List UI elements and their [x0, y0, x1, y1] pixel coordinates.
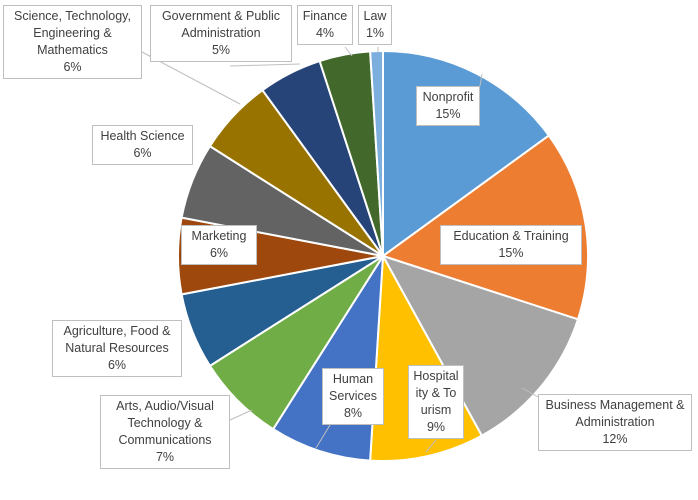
leader-line-arts [229, 409, 253, 421]
data-label-business: Business Management & Administration 12% [538, 394, 692, 451]
pie-slice-business-management-administration [380, 254, 580, 438]
label-value: 6% [107, 358, 127, 372]
label-value: 4% [315, 26, 335, 40]
label-value: 15% [435, 107, 461, 121]
label-value: 7% [155, 450, 175, 464]
data-label-education: Education & Training 15% [440, 225, 582, 265]
label-value: 6% [63, 60, 82, 74]
label-category: Agriculture, Food & Natural Resources [63, 324, 171, 355]
label-category: Science, Technology, Engineering & Mathe… [14, 9, 131, 57]
data-label-hospitality: Hospitality & Tourism 9% [408, 365, 464, 439]
label-category: Arts, Audio/Visual Technology & Communic… [116, 399, 214, 447]
leader-line-business [521, 387, 541, 399]
label-value: 12% [602, 432, 628, 446]
label-value: 15% [498, 246, 524, 260]
data-label-agriculture: Agriculture, Food & Natural Resources 6% [52, 320, 182, 377]
data-label-finance: Finance 4% [297, 5, 353, 45]
data-label-government: Government & Public Administration 5% [150, 5, 292, 62]
label-category: Hospitality & Tourism [413, 369, 459, 417]
data-label-arts: Arts, Audio/Visual Technology & Communic… [100, 395, 230, 469]
data-label-health-science: Health Science 6% [92, 125, 193, 165]
data-label-nonprofit: Nonprofit 15% [416, 86, 480, 126]
label-category: Finance [302, 9, 348, 23]
label-value: 8% [343, 406, 363, 420]
label-value: 6% [133, 146, 152, 160]
label-value: 1% [365, 26, 385, 40]
label-category: Law [363, 9, 387, 23]
pie-slice-law [369, 49, 384, 257]
data-label-stem: Science, Technology, Engineering & Mathe… [3, 5, 142, 79]
data-label-law: Law 1% [358, 5, 392, 45]
label-value: 9% [426, 420, 446, 434]
leader-line-human-services [315, 424, 331, 449]
label-category: Nonprofit [422, 90, 474, 104]
leader-line-nonprofit [479, 73, 483, 87]
data-label-human-services: Human Services 8% [322, 368, 384, 425]
label-category: Health Science [100, 129, 185, 143]
label-category: Human Services [329, 372, 377, 403]
data-label-marketing: Marketing 6% [181, 225, 257, 265]
label-category: Government & Public Administration [161, 9, 281, 40]
label-value: 5% [211, 43, 231, 57]
leader-line-government [229, 63, 301, 67]
label-value: 6% [209, 246, 229, 260]
label-category: Business Management & Administration [545, 398, 685, 429]
leader-line-finance [344, 46, 353, 57]
label-category: Education & Training [453, 229, 569, 243]
leader-line-hospitality [425, 439, 437, 453]
label-category: Marketing [191, 229, 247, 243]
